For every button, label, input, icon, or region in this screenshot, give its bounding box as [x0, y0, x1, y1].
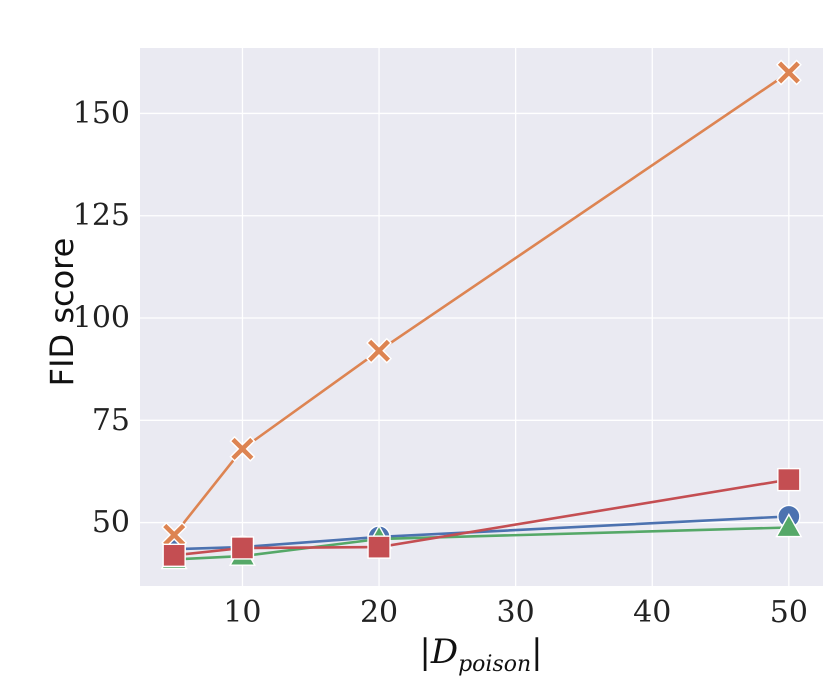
x-marker [229, 435, 256, 462]
tick-labels: 10 20 30 40 50 50 75 100 125 150 [73, 96, 808, 630]
series-line [174, 478, 790, 557]
grid-lines [140, 48, 823, 586]
y-axis-label: FID score [43, 238, 81, 387]
y-tick-label: 50 [92, 505, 130, 540]
square-marker [230, 536, 255, 560]
series-square [162, 467, 801, 568]
x-axis-label-subscript: poison [458, 652, 531, 677]
x-axis-label-bar-left: | [419, 632, 430, 672]
x-axis-label-bar-right: | [531, 632, 542, 672]
x-tick-label: 50 [770, 595, 808, 630]
y-tick-label: 125 [73, 198, 130, 233]
x-tick-label: 40 [633, 595, 671, 630]
triangle-marker [775, 513, 803, 538]
series-layer [160, 59, 803, 570]
square-marker [777, 467, 801, 492]
x-axis-label-letter: D [430, 632, 458, 672]
x-tick-label: 20 [360, 595, 398, 630]
y-tick-label: 100 [73, 301, 130, 336]
series-line [174, 515, 789, 551]
y-tick-label: 75 [92, 403, 130, 438]
x-tick-label: 10 [223, 595, 261, 630]
x-tick-label: 30 [497, 595, 535, 630]
series-x [161, 59, 802, 548]
series-line [173, 71, 790, 536]
x-marker [161, 521, 188, 548]
x-marker [775, 59, 802, 86]
x-marker [366, 337, 392, 364]
square-marker [367, 535, 391, 559]
x-axis-label: |Dpoison| [419, 632, 542, 677]
y-tick-label: 150 [73, 96, 130, 131]
plot-background [140, 48, 823, 586]
square-marker [162, 543, 186, 568]
